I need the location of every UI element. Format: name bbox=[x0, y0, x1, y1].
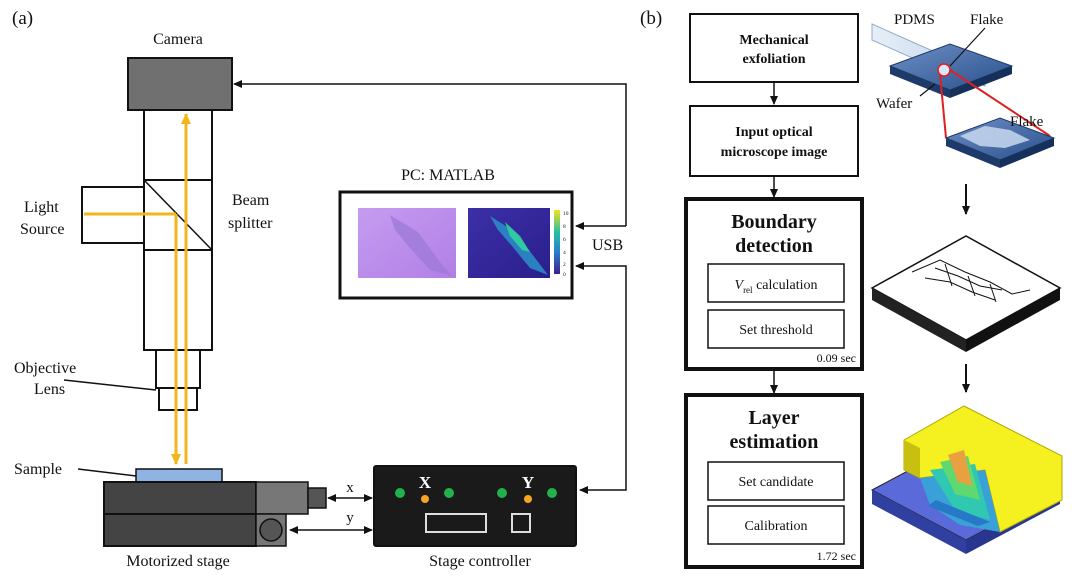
step3-line2: detection bbox=[735, 235, 813, 257]
stage-lower-block bbox=[103, 513, 257, 547]
step-input-image bbox=[689, 105, 859, 177]
beam-splitter-label-2: splitter bbox=[228, 215, 273, 232]
stair-step-4 bbox=[948, 450, 972, 486]
step2-line1: Input optical bbox=[735, 125, 813, 140]
wafer-leader-line bbox=[919, 83, 936, 97]
calibration-text: Calibration bbox=[745, 519, 808, 534]
vrel-symbol: V bbox=[735, 278, 745, 293]
wafer-label: Wafer bbox=[876, 96, 912, 112]
step-mechanical-exfoliation bbox=[689, 13, 859, 83]
sample-slide bbox=[135, 468, 223, 483]
lower-tube bbox=[143, 249, 213, 351]
panel-b-label: (b) bbox=[640, 8, 662, 29]
motorized-stage-label: Motorized stage bbox=[126, 553, 230, 570]
substep-set-candidate bbox=[707, 461, 845, 501]
colorbar-tick-1: 8 bbox=[563, 224, 566, 230]
stage-controller-box bbox=[373, 465, 577, 547]
camera-to-pc-wire bbox=[233, 80, 627, 226]
zoom-wafer-side-right bbox=[1000, 138, 1054, 168]
colorbar-tick-2: 6 bbox=[563, 237, 566, 243]
x-motor bbox=[255, 481, 309, 515]
sample-leader-line bbox=[77, 468, 137, 477]
substep-set-threshold bbox=[707, 309, 845, 349]
led-green-1 bbox=[395, 488, 405, 498]
wafer-side-left bbox=[890, 66, 950, 98]
vrel-calculation-text: Vrel calculation bbox=[735, 278, 818, 295]
pdms-label: PDMS bbox=[894, 12, 935, 28]
step4-line2: estimation bbox=[730, 431, 819, 453]
zoom-flake bbox=[960, 126, 1030, 148]
controller-x-label: X bbox=[419, 473, 432, 492]
time-boundary: 0.09 sec bbox=[817, 351, 856, 365]
panel-a-label: (a) bbox=[12, 8, 33, 29]
x-axis-label: x bbox=[346, 480, 354, 496]
vrel-subscript: rel bbox=[743, 285, 753, 295]
objective-leader-line bbox=[63, 379, 157, 391]
objective-lens bbox=[155, 349, 201, 389]
step1-line1: Mechanical bbox=[739, 33, 808, 48]
x-motor-shaft bbox=[307, 487, 327, 509]
colorbar bbox=[554, 210, 560, 274]
boundary-plate-top bbox=[870, 235, 1062, 341]
led-green-4 bbox=[547, 488, 557, 498]
substep-vrel-calculation bbox=[707, 263, 845, 303]
colorbar-tick-0: 10 bbox=[563, 211, 569, 217]
controller-display-port bbox=[425, 513, 487, 533]
boundary-plate-side-left bbox=[872, 288, 966, 352]
boundary-plate-side-right bbox=[966, 288, 1060, 352]
time-layer: 1.72 sec bbox=[817, 549, 856, 563]
set-candidate-text: Set candidate bbox=[738, 475, 813, 490]
led-green-2 bbox=[444, 488, 454, 498]
objective-tip bbox=[158, 387, 198, 411]
stair-edge bbox=[928, 500, 990, 526]
light-source-label-2: Source bbox=[20, 221, 64, 238]
led-orange-y bbox=[524, 495, 532, 503]
yellow-block-side bbox=[904, 440, 920, 478]
zoom-wafer-side-left bbox=[946, 138, 1000, 168]
vrel-calc-word: calculation bbox=[753, 278, 818, 293]
beam-splitter-mirror bbox=[143, 179, 213, 251]
colorbar-tick-3: 4 bbox=[563, 250, 566, 256]
substep-calibration bbox=[707, 505, 845, 545]
boundary-lines bbox=[911, 259, 1031, 303]
light-source-label-1: Light bbox=[24, 199, 59, 216]
led-green-3 bbox=[497, 488, 507, 498]
flake-in-optical-image bbox=[390, 215, 452, 276]
camera-body bbox=[127, 57, 233, 111]
controller-to-pc-wire bbox=[575, 262, 627, 494]
set-threshold-text: Set threshold bbox=[739, 323, 813, 338]
step1-line2: exfoliation bbox=[743, 52, 806, 67]
thick-region-in-layer-map bbox=[505, 222, 530, 252]
sample-label: Sample bbox=[14, 461, 62, 478]
camera-label: Camera bbox=[153, 31, 203, 48]
controller-y-label: Y bbox=[522, 473, 534, 492]
flake-leader-line bbox=[949, 27, 986, 67]
y-axis-label: y bbox=[346, 510, 354, 526]
flake-label: Flake bbox=[970, 12, 1004, 28]
led-orange-x bbox=[421, 495, 429, 503]
objective-label-1: Objective bbox=[14, 360, 76, 377]
y-motor-knob bbox=[259, 518, 283, 542]
zoom-flake-label: Flake bbox=[1010, 114, 1044, 130]
step4-line1: Layer bbox=[748, 407, 799, 429]
zoom-line-left bbox=[939, 73, 947, 139]
zoom-line-right bbox=[949, 69, 1051, 137]
pc-title: PC: MATLAB bbox=[401, 167, 495, 184]
stage-upper-block bbox=[103, 481, 257, 515]
step2-line2: microscope image bbox=[721, 145, 828, 160]
colorbar-tick-5: 0 bbox=[563, 272, 566, 278]
stage-controller-label: Stage controller bbox=[429, 553, 531, 570]
layer-base-side-left bbox=[872, 490, 966, 554]
colorbar-tick-4: 2 bbox=[563, 262, 566, 268]
usb-label: USB bbox=[592, 237, 623, 254]
wafer-side-right bbox=[950, 66, 1012, 98]
beam-splitter-label-1: Beam bbox=[232, 192, 270, 209]
objective-label-2: Lens bbox=[34, 381, 65, 398]
controller-small-port bbox=[511, 513, 531, 533]
step3-line1: Boundary bbox=[731, 211, 817, 233]
upper-tube bbox=[143, 109, 213, 181]
